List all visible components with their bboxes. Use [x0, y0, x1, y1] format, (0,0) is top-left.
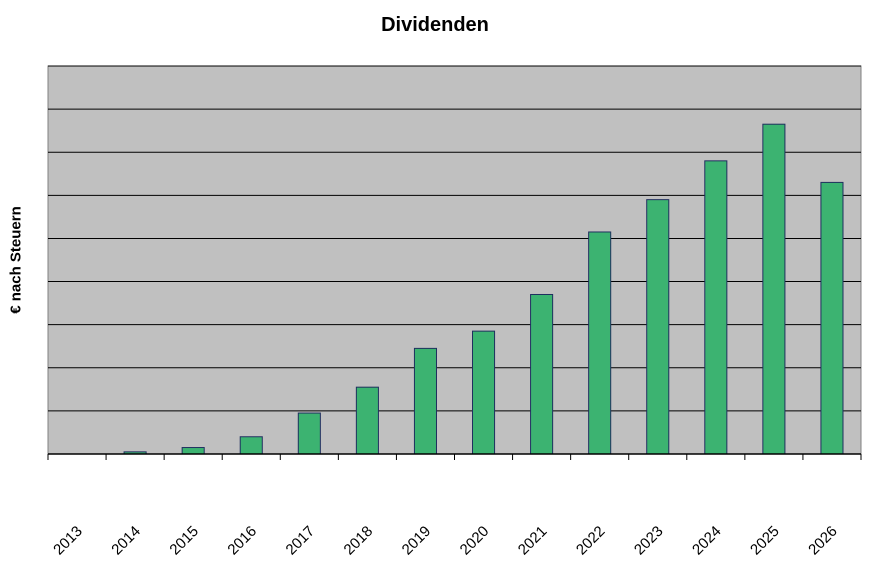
- x-tick-label-2022: 2022: [573, 523, 609, 559]
- bar-2017: [297, 412, 321, 455]
- bar-2018: [355, 386, 379, 455]
- x-tick-label-2026: 2026: [805, 523, 841, 559]
- chart-title: Dividenden: [381, 14, 489, 36]
- bar-2026: [820, 181, 844, 455]
- x-tick-label-2016: 2016: [224, 523, 260, 559]
- bar-2020: [472, 330, 496, 455]
- plot-area: [47, 65, 862, 455]
- x-tick-label-2019: 2019: [399, 523, 435, 559]
- bar-2019: [413, 347, 437, 455]
- bar-2021: [530, 293, 554, 455]
- bar-2022: [588, 231, 612, 455]
- x-tick-label-2020: 2020: [457, 523, 493, 559]
- x-tick-label-2014: 2014: [108, 523, 144, 559]
- bar-2016: [239, 436, 263, 455]
- x-tick-label-2018: 2018: [341, 523, 377, 559]
- bar-2024: [704, 160, 728, 455]
- x-axis: 2013 2014 2015 2016 2017 2018 2019 2020 2021 2022…: [47, 453, 862, 559]
- bar-2015: [181, 447, 205, 455]
- x-tick-label-2017: 2017: [283, 523, 319, 559]
- x-tick-label-2013: 2013: [50, 523, 86, 559]
- x-tick-label-2025: 2025: [747, 523, 783, 559]
- x-tick-label-2024: 2024: [689, 523, 725, 559]
- x-tick-label-2015: 2015: [166, 523, 202, 559]
- x-tick-label-2021: 2021: [515, 523, 551, 559]
- bar-2023: [646, 199, 670, 455]
- x-tick-label-2023: 2023: [631, 523, 667, 559]
- bar-2025: [762, 123, 786, 455]
